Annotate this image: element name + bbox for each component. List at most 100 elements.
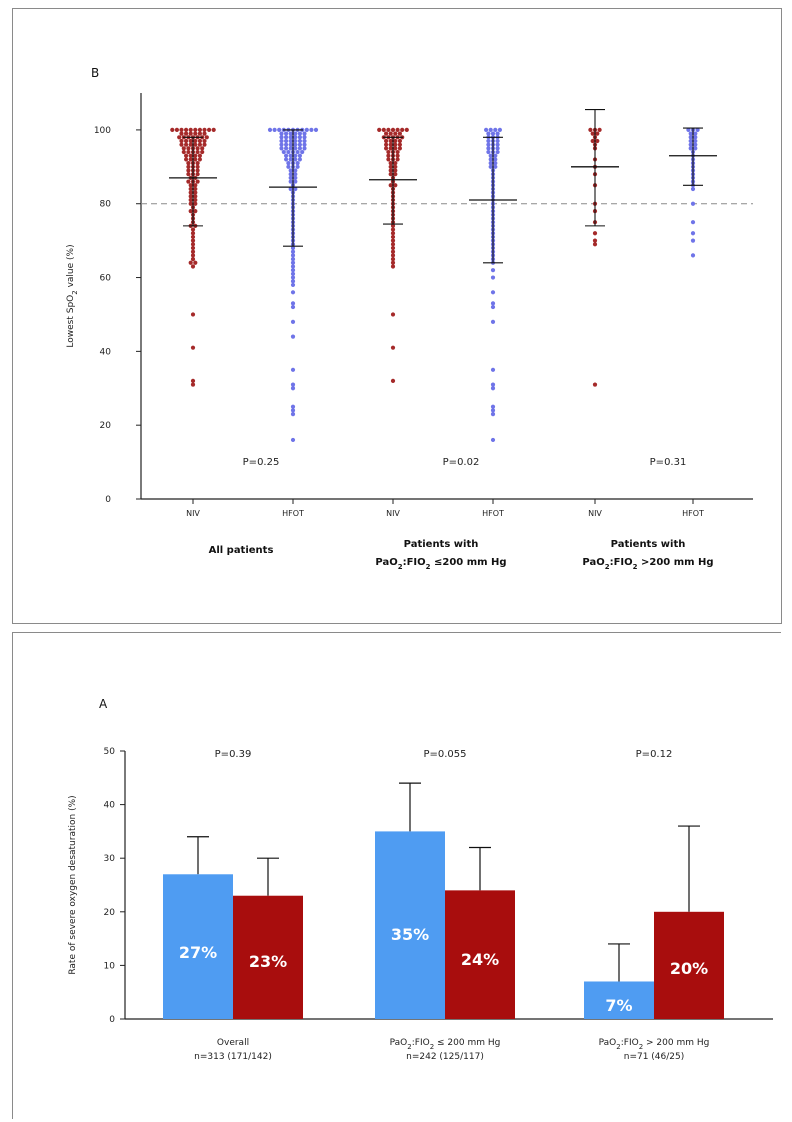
data-point-hfot xyxy=(290,437,296,443)
data-point-niv xyxy=(195,168,200,173)
group-label-line2: PaO2:FIO2 ≤200 mm Hg xyxy=(375,557,506,571)
data-point-hfot xyxy=(688,138,693,144)
data-point-hfot xyxy=(488,157,493,162)
data-point-niv xyxy=(384,131,389,136)
group-label-line2: n=71 (46/25) xyxy=(624,1052,685,1062)
group-label-line2: n=313 (171/142) xyxy=(194,1052,272,1062)
data-point-niv xyxy=(395,149,400,155)
data-point-hfot xyxy=(288,142,293,147)
data-point-niv xyxy=(390,256,396,262)
data-point-hfot xyxy=(279,135,284,140)
y-tick-label-b: 60 xyxy=(100,274,112,284)
data-point-niv xyxy=(393,131,398,136)
data-point-hfot xyxy=(309,127,314,133)
data-point-niv xyxy=(388,164,393,169)
data-point-hfot xyxy=(290,382,296,387)
data-point-hfot xyxy=(495,142,500,147)
data-point-niv xyxy=(390,260,396,265)
bar-value-label: 23% xyxy=(249,952,287,971)
data-point-hfot xyxy=(290,253,296,258)
data-point-niv xyxy=(388,142,393,147)
data-point-niv xyxy=(390,378,396,383)
data-point-niv xyxy=(193,201,198,206)
data-point-niv xyxy=(204,135,209,140)
data-point-hfot xyxy=(493,164,498,169)
data-point-niv xyxy=(384,142,389,147)
data-point-hfot xyxy=(688,135,693,140)
bar xyxy=(163,874,233,1019)
data-point-niv xyxy=(393,142,398,147)
data-point-niv xyxy=(200,149,205,155)
data-point-niv xyxy=(381,127,386,133)
data-point-niv xyxy=(390,245,396,251)
data-point-niv xyxy=(190,231,196,236)
data-point-hfot xyxy=(690,231,696,236)
data-point-hfot xyxy=(293,142,298,147)
data-point-hfot xyxy=(288,146,293,151)
panel-label-b: B xyxy=(91,66,99,80)
data-point-niv xyxy=(188,197,193,203)
data-point-hfot xyxy=(290,319,296,324)
data-point-niv xyxy=(193,186,198,192)
data-point-hfot xyxy=(290,264,296,269)
data-point-hfot xyxy=(495,131,500,136)
data-point-hfot xyxy=(688,142,693,147)
data-point-niv xyxy=(181,149,186,155)
data-point-niv xyxy=(395,157,400,162)
bar-value-label: 20% xyxy=(670,959,708,978)
data-point-niv xyxy=(179,142,184,147)
data-point-hfot xyxy=(302,142,307,147)
data-point-hfot xyxy=(293,168,298,173)
data-point-hfot xyxy=(302,131,307,136)
data-point-niv xyxy=(393,183,398,188)
data-point-niv xyxy=(592,238,598,243)
data-point-niv xyxy=(188,183,193,188)
data-point-niv xyxy=(193,183,198,188)
data-point-hfot xyxy=(486,146,491,151)
data-point-niv xyxy=(195,161,200,166)
y-tick-label-a: 40 xyxy=(104,801,116,811)
data-point-niv xyxy=(202,142,207,147)
group-label-line1: Overall xyxy=(217,1038,249,1048)
data-point-hfot xyxy=(295,149,300,155)
data-point-niv xyxy=(393,146,398,151)
data-point-hfot xyxy=(267,127,273,133)
bar xyxy=(584,981,654,1019)
data-point-niv xyxy=(390,227,396,232)
y-tick-label-a: 30 xyxy=(104,854,116,864)
data-point-hfot xyxy=(288,179,293,184)
p-value-label: P=0.055 xyxy=(423,749,466,760)
data-point-hfot xyxy=(293,157,298,162)
data-point-niv xyxy=(186,161,191,166)
data-point-hfot xyxy=(297,153,302,158)
data-point-niv xyxy=(190,227,196,232)
data-point-hfot xyxy=(490,268,496,273)
data-point-niv xyxy=(184,127,189,133)
data-point-hfot xyxy=(490,301,496,306)
data-point-niv xyxy=(193,190,198,195)
data-point-niv xyxy=(184,138,189,144)
data-point-niv xyxy=(386,149,391,155)
data-point-hfot xyxy=(488,164,493,169)
data-point-hfot xyxy=(295,161,300,166)
data-point-niv xyxy=(592,231,598,236)
data-point-niv xyxy=(384,146,389,151)
data-point-niv xyxy=(388,168,393,173)
y-tick-label-b: 20 xyxy=(100,421,112,431)
data-point-niv xyxy=(590,138,595,144)
data-point-hfot xyxy=(495,149,500,155)
x-tick-label-niv: NIV xyxy=(386,509,400,518)
data-point-niv xyxy=(184,131,189,136)
data-point-hfot xyxy=(284,131,289,136)
bar-value-label: 7% xyxy=(605,996,632,1015)
data-point-hfot xyxy=(293,172,298,177)
data-point-hfot xyxy=(297,142,302,147)
data-point-hfot xyxy=(490,412,496,417)
bar xyxy=(654,911,724,1019)
data-point-niv xyxy=(188,194,193,199)
data-point-hfot xyxy=(495,146,500,151)
data-point-hfot xyxy=(281,149,286,155)
data-point-niv xyxy=(195,172,200,177)
data-point-niv xyxy=(595,131,600,136)
data-point-niv xyxy=(190,312,196,317)
